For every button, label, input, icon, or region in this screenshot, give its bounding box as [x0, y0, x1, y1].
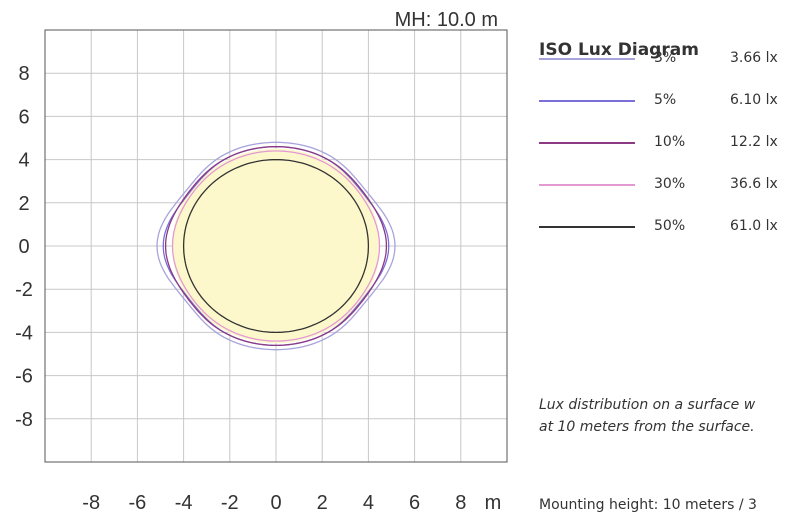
legend-lux: 6.10 lx	[730, 92, 778, 108]
legend-swatch	[539, 100, 635, 102]
y-tick-label: 0	[18, 236, 29, 258]
x-tick-label: 2	[317, 492, 328, 514]
legend-swatch	[539, 142, 635, 144]
description-line-2: at 10 meters from the surface.	[539, 419, 755, 435]
plot-frame	[44, 29, 508, 463]
legend-percent: 3%	[654, 50, 677, 66]
iso-curve-50pct	[182, 158, 370, 334]
x-tick-label: 0	[270, 492, 281, 514]
iso-curves	[156, 141, 396, 351]
mounting-height-label: MH: 10.0 m	[395, 9, 498, 31]
y-tick-label: -6	[15, 366, 33, 388]
legend-lux: 3.66 lx	[730, 50, 778, 66]
iso-curve-10pct	[164, 145, 388, 347]
legend: ISO Lux Diagram 3% 3.66 lx 5% 6.10 lx 10% 12.…	[539, 38, 802, 328]
legend-entry: 3% 3.66 lx	[539, 50, 802, 70]
legend-lux: 12.2 lx	[730, 134, 778, 150]
y-tick-label: 4	[18, 150, 29, 172]
legend-swatch	[539, 184, 635, 186]
x-tick-label: 6	[409, 492, 420, 514]
x-axis-ticks: -8 -6 -4 -2 0 2 4 6 8 m	[82, 492, 501, 514]
y-tick-label: -2	[15, 279, 33, 301]
illuminated-area	[172, 148, 380, 344]
description-line-1: Lux distribution on a surface w	[539, 397, 756, 413]
y-tick-label: -8	[15, 409, 33, 431]
legend-swatch	[539, 58, 635, 60]
x-tick-label: 8	[455, 492, 466, 514]
x-tick-label: -8	[82, 492, 100, 514]
legend-entry: 30% 36.6 lx	[539, 176, 802, 196]
legend-entry: 10% 12.2 lx	[539, 134, 802, 154]
legend-entry: 5% 6.10 lx	[539, 92, 802, 112]
iso-curve-30pct	[171, 150, 381, 342]
legend-percent: 5%	[654, 92, 677, 108]
legend-lux: 61.0 lx	[730, 218, 778, 234]
mounting-height-note: Mounting height: 10 meters / 3	[539, 497, 757, 513]
iso-curve-3pct	[156, 141, 396, 351]
legend-title: ISO Lux Diagram	[539, 40, 699, 60]
legend-percent: 30%	[654, 176, 686, 192]
x-tick-label: -2	[221, 492, 239, 514]
y-axis-ticks: 8 6 4 2 0 -2 -4 -6 -8	[15, 63, 33, 431]
x-tick-label: 4	[363, 492, 374, 514]
y-tick-label: 6	[18, 106, 29, 128]
y-tick-label: 8	[18, 63, 29, 85]
x-axis-unit: m	[485, 492, 502, 514]
x-tick-label: -6	[129, 492, 147, 514]
x-tick-label: -4	[175, 492, 193, 514]
legend-lux: 36.6 lx	[730, 176, 778, 192]
y-tick-label: 2	[18, 193, 29, 215]
legend-percent: 50%	[654, 218, 686, 234]
legend-swatch	[539, 226, 635, 228]
y-tick-label: -4	[15, 322, 33, 344]
legend-percent: 10%	[654, 134, 686, 150]
legend-entry: 50% 61.0 lx	[539, 218, 802, 238]
